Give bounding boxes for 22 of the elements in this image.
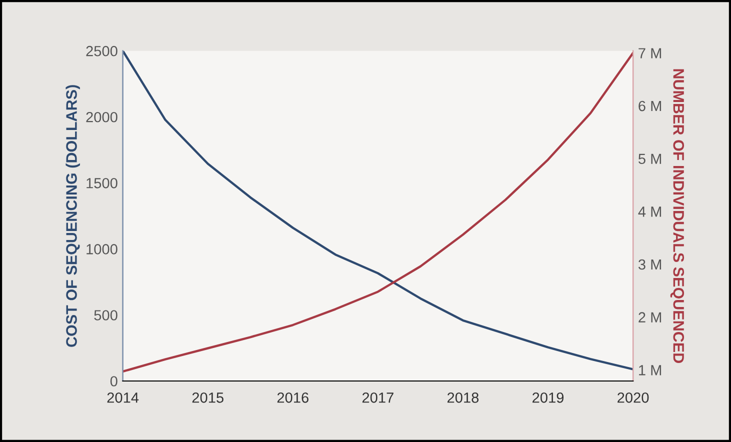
- y-tick-label: 2500: [86, 46, 118, 56]
- y2-tick-label: 5 M: [638, 154, 662, 164]
- y-tick-label: 500: [94, 310, 118, 320]
- y-tick-label: 2000: [86, 112, 118, 122]
- y2-tick-label: 3 M: [638, 259, 662, 270]
- x-tick-label: 2016: [277, 392, 308, 403]
- y2-tick-label: 7 M: [638, 48, 662, 58]
- x-tick-label: 2017: [362, 392, 394, 403]
- x-tick-label: 2019: [532, 392, 564, 403]
- y-tick-label: 1500: [86, 178, 118, 188]
- y2-tick-label: 1 M: [639, 365, 662, 376]
- x-tick-label: 2014: [107, 392, 139, 403]
- y2-axis-title: NUMBER OF INDIVIDUALS SEQUENCED: [670, 69, 684, 363]
- y2-tick-label: 4 M: [638, 206, 662, 217]
- y-tick-label: 1000: [86, 244, 118, 254]
- x-tick-label: 2015: [192, 392, 224, 403]
- x-tick-label: 2020: [618, 392, 649, 403]
- y2-tick-label: 6 M: [638, 100, 662, 112]
- y-axis-title: COST OF SEQUENCING (DOLLARS): [66, 85, 80, 347]
- x-tick-label: 2018: [447, 392, 479, 403]
- y-tick-label: 0: [110, 376, 118, 386]
- y2-tick-label: 2 M: [638, 312, 662, 322]
